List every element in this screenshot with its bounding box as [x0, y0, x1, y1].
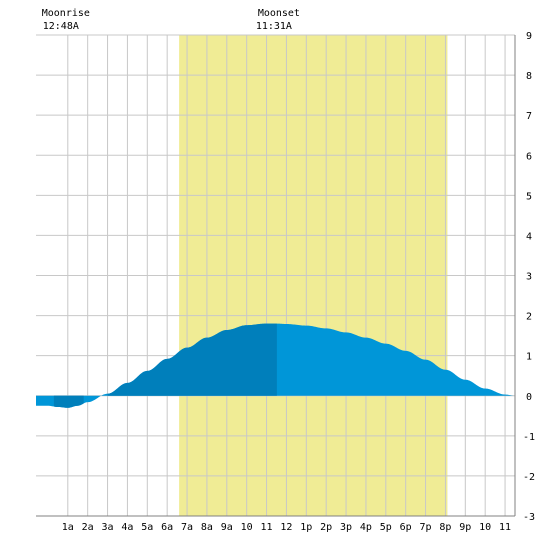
- x-tick-label-20: 8p: [439, 522, 451, 533]
- x-tick-label-22: 10: [479, 522, 491, 533]
- tide-area-moon-segment-1: [107, 323, 277, 396]
- y-tick-label-0: 0: [526, 392, 532, 403]
- x-tick-label-13: 1p: [300, 522, 312, 533]
- moonset-label: Moonset: [258, 8, 300, 19]
- x-tick-label-6: 6a: [161, 522, 173, 533]
- x-tick-label-2: 2a: [82, 522, 94, 533]
- y-tick-label-9: 9: [526, 31, 532, 42]
- y-tick-label--2: -2: [523, 472, 535, 483]
- x-tick-label-9: 9a: [221, 522, 233, 533]
- y-tick-label-6: 6: [526, 151, 532, 162]
- x-tick-label-7: 7a: [181, 522, 193, 533]
- x-tick-label-15: 3p: [340, 522, 352, 533]
- x-tick-label-12: 12: [280, 522, 292, 533]
- x-tick-label-8: 8a: [201, 522, 213, 533]
- y-tick-label-7: 7: [526, 111, 532, 122]
- x-tick-label-16: 4p: [360, 522, 372, 533]
- x-tick-labels: 1a 2a 3a 4a 5a 6a 7a 8a 9a 10 11 12 1p 2p 3p 4p 5p 6p 7p 8p…: [62, 522, 511, 533]
- x-tick-label-11: 11: [261, 522, 273, 533]
- y-tick-label-2: 2: [526, 312, 532, 323]
- x-tick-label-10: 10: [241, 522, 253, 533]
- x-tick-label-21: 9p: [459, 522, 471, 533]
- y-tick-labels: 9 8 7 6 5 4 3 2 1 0 -1 -2 -3: [523, 31, 535, 523]
- y-tick-label-1: 1: [526, 352, 532, 363]
- y-tick-label-4: 4: [526, 231, 532, 242]
- y-tick-label-8: 8: [526, 71, 532, 82]
- y-tick-label-3: 3: [526, 272, 532, 283]
- x-tick-label-4: 4a: [121, 522, 133, 533]
- tide-area-moon-segment-0: [53, 395, 84, 408]
- x-tick-label-18: 6p: [400, 522, 412, 533]
- y-tick-label--3: -3: [523, 512, 535, 523]
- moonrise-label: Moonrise: [42, 8, 90, 19]
- y-tick-label-5: 5: [526, 191, 532, 202]
- x-tick-label-23: 11: [499, 522, 511, 533]
- x-tick-label-5: 5a: [141, 522, 153, 533]
- tide-area-layer: [36, 323, 515, 408]
- x-tick-label-14: 2p: [320, 522, 332, 533]
- x-tick-label-3: 3a: [102, 522, 114, 533]
- x-tick-label-1: 1a: [62, 522, 74, 533]
- y-tick-label--1: -1: [523, 432, 535, 443]
- moonrise-time: 12:48A: [43, 21, 79, 32]
- moon-labels: Moonrise 12:48A Moonset 11:31A: [42, 8, 300, 32]
- x-tick-label-19: 7p: [420, 522, 432, 533]
- x-tick-label-17: 5p: [380, 522, 392, 533]
- axis-layer: [36, 35, 516, 517]
- moonset-time: 11:31A: [256, 21, 292, 32]
